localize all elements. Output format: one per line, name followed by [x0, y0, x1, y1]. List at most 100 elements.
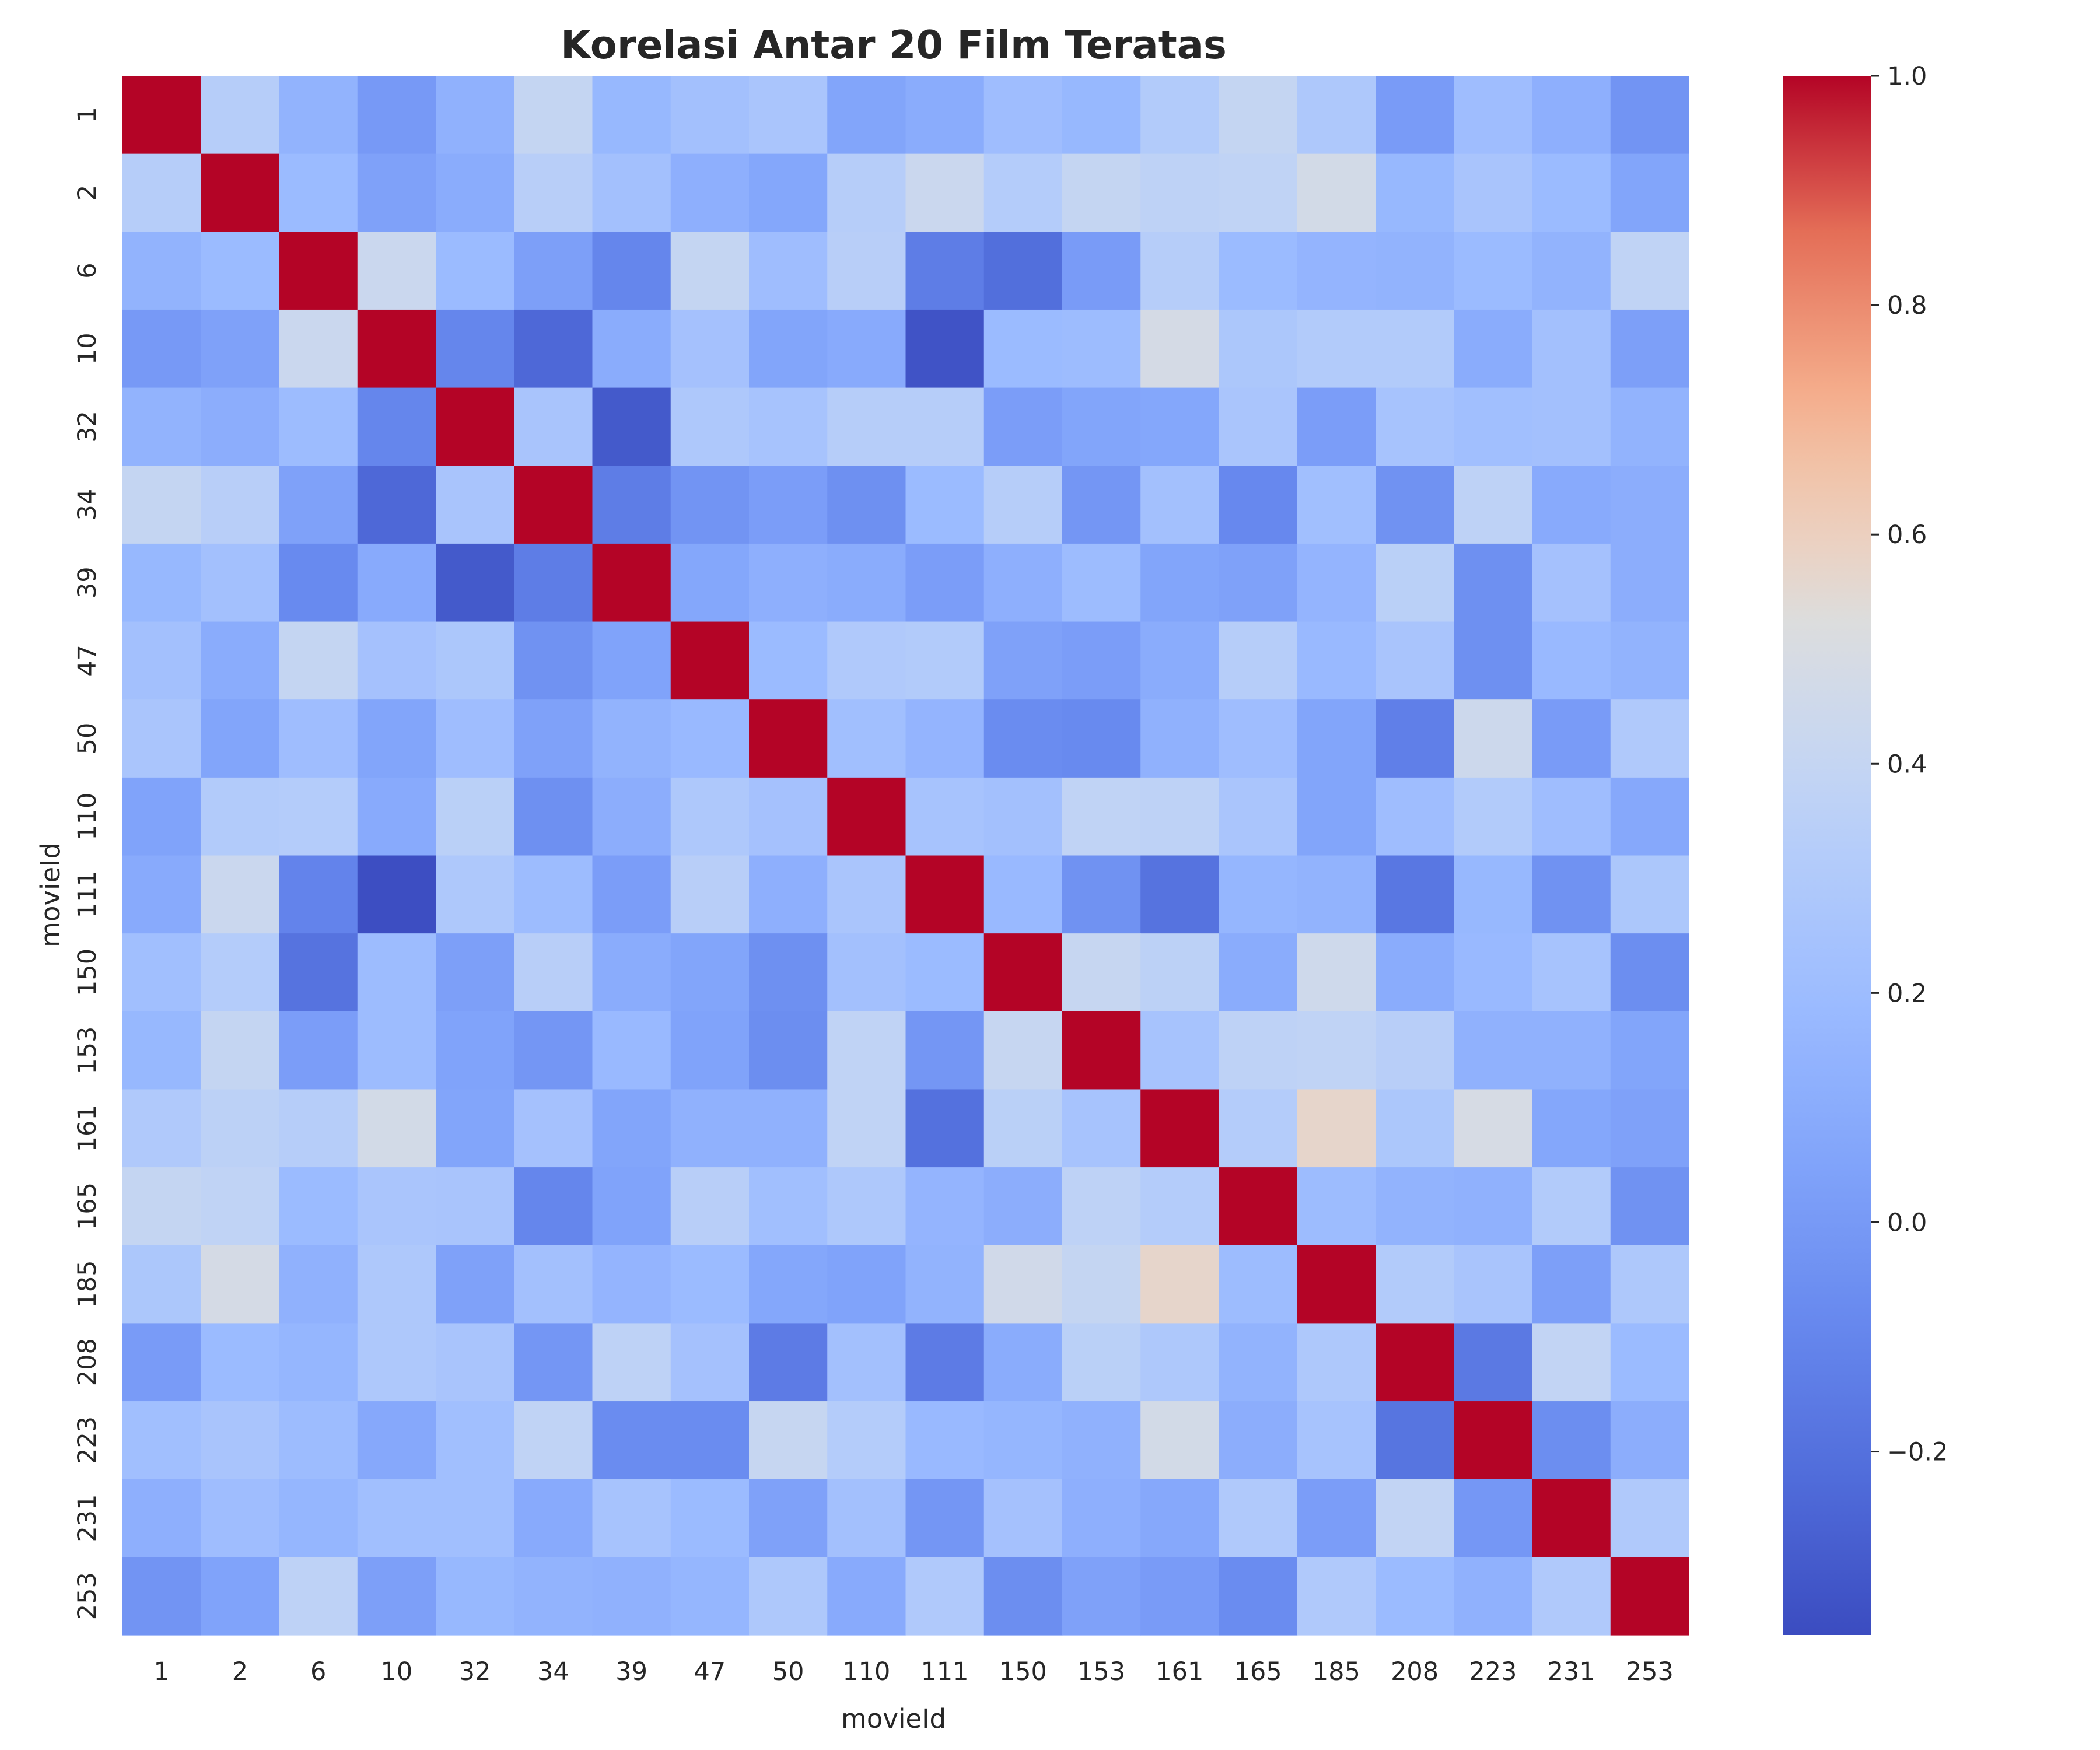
x-tick-label: 47	[694, 1657, 726, 1686]
heatmap-cell	[592, 1401, 671, 1480]
heatmap-cell	[201, 933, 280, 1012]
heatmap-cell	[436, 1323, 514, 1402]
heatmap-cell	[1219, 777, 1298, 856]
colorbar-tick-label: 0.6	[1887, 520, 1927, 550]
heatmap-cell	[1454, 232, 1533, 310]
heatmap-cell	[1532, 699, 1611, 778]
heatmap-cell	[1376, 621, 1454, 700]
x-tick-label: 231	[1548, 1657, 1595, 1686]
heatmap-cell	[1454, 1011, 1533, 1090]
heatmap-cell	[1297, 543, 1376, 622]
heatmap-cell	[1376, 1011, 1454, 1090]
heatmap-cell	[592, 1479, 671, 1558]
heatmap-cell	[984, 1401, 1063, 1480]
heatmap-cell	[1140, 1245, 1220, 1324]
heatmap-cell	[123, 466, 201, 544]
heatmap-cell	[357, 855, 436, 934]
heatmap-cell	[827, 466, 907, 544]
heatmap-cell	[1219, 1245, 1298, 1324]
y-tick-label: 111	[73, 870, 102, 918]
heatmap-cell	[1532, 1557, 1611, 1636]
y-tick-label: 185	[73, 1261, 102, 1308]
heatmap-cell	[1610, 1011, 1689, 1090]
heatmap-cell	[1376, 777, 1454, 856]
heatmap-cell	[436, 76, 514, 155]
heatmap-cell	[827, 309, 907, 388]
heatmap-cell	[984, 76, 1063, 155]
heatmap-cell	[1062, 933, 1141, 1012]
heatmap-cell	[1532, 153, 1611, 232]
heatmap-cell	[905, 76, 985, 155]
heatmap-cell	[749, 621, 828, 700]
heatmap-cell	[1140, 1011, 1220, 1090]
y-tick-label: 161	[73, 1104, 102, 1152]
heatmap-cell	[984, 699, 1063, 778]
heatmap-cell	[749, 76, 828, 155]
heatmap-cell	[514, 466, 593, 544]
heatmap-cell	[436, 1401, 514, 1480]
heatmap-cell	[905, 933, 985, 1012]
heatmap-cell	[1610, 232, 1689, 310]
heatmap-cell	[514, 621, 593, 700]
heatmap-cell	[357, 1245, 436, 1324]
y-tick-label: 165	[73, 1182, 102, 1230]
heatmap-cell	[1376, 1245, 1454, 1324]
heatmap-cell	[1219, 933, 1298, 1012]
heatmap-cell	[827, 777, 907, 856]
y-axis-label: movieId	[35, 842, 66, 947]
heatmap-cell	[905, 1011, 985, 1090]
heatmap-cell	[1376, 1323, 1454, 1402]
y-tick-label: 6	[73, 262, 102, 278]
heatmap-cell	[1062, 1089, 1141, 1168]
heatmap-cells	[123, 76, 1689, 1636]
heatmap-cell	[123, 309, 201, 388]
heatmap-cell	[1532, 466, 1611, 544]
x-tick-label: 161	[1156, 1657, 1203, 1686]
heatmap-cell	[1297, 1011, 1376, 1090]
heatmap-cell	[1454, 1401, 1533, 1480]
heatmap-cell	[1454, 543, 1533, 622]
heatmap-cell	[357, 466, 436, 544]
heatmap-cell	[201, 1245, 280, 1324]
heatmap-cell	[670, 1011, 750, 1090]
heatmap-cell	[123, 76, 201, 155]
heatmap-cell	[279, 309, 358, 388]
heatmap-cell	[436, 1245, 514, 1324]
heatmap-cell	[592, 1557, 671, 1636]
heatmap-cell	[1376, 1401, 1454, 1480]
heatmap-cell	[905, 1479, 985, 1558]
heatmap-cell	[201, 1323, 280, 1402]
x-tick-label: 2	[232, 1657, 248, 1686]
heatmap-cell	[436, 933, 514, 1012]
heatmap-cell	[123, 1089, 201, 1168]
heatmap-cell	[1297, 76, 1376, 155]
heatmap-cell	[827, 387, 907, 466]
heatmap-cell	[984, 1245, 1063, 1324]
x-tick-label: 153	[1077, 1657, 1125, 1686]
heatmap-cell	[749, 1401, 828, 1480]
heatmap-cell	[1140, 232, 1220, 310]
heatmap-cell	[1454, 76, 1533, 155]
x-tick-labels: 1 2 6 10 32 34 39 47 50 110 111 150 153 161 165 185 208 2…	[153, 1657, 1673, 1686]
heatmap-cell	[1297, 933, 1376, 1012]
heatmap-cell	[1140, 777, 1220, 856]
heatmap-cell	[984, 777, 1063, 856]
heatmap-cell	[749, 1167, 828, 1246]
heatmap-cell	[1454, 1557, 1533, 1636]
heatmap-cell	[357, 1323, 436, 1402]
heatmap-cell	[1610, 387, 1689, 466]
heatmap-cell	[1532, 855, 1611, 934]
heatmap-cell	[1610, 933, 1689, 1012]
heatmap-cell	[201, 543, 280, 622]
heatmap-cell	[1376, 1557, 1454, 1636]
heatmap-cell	[905, 1089, 985, 1168]
heatmap-cell	[749, 1089, 828, 1168]
heatmap-cell	[201, 76, 280, 155]
heatmap-cell	[436, 232, 514, 310]
heatmap-cell	[1376, 153, 1454, 232]
heatmap-cell	[749, 153, 828, 232]
heatmap-cell	[357, 1011, 436, 1090]
heatmap-cell	[984, 387, 1063, 466]
heatmap-cell	[1297, 1401, 1376, 1480]
heatmap-cell	[357, 1089, 436, 1168]
